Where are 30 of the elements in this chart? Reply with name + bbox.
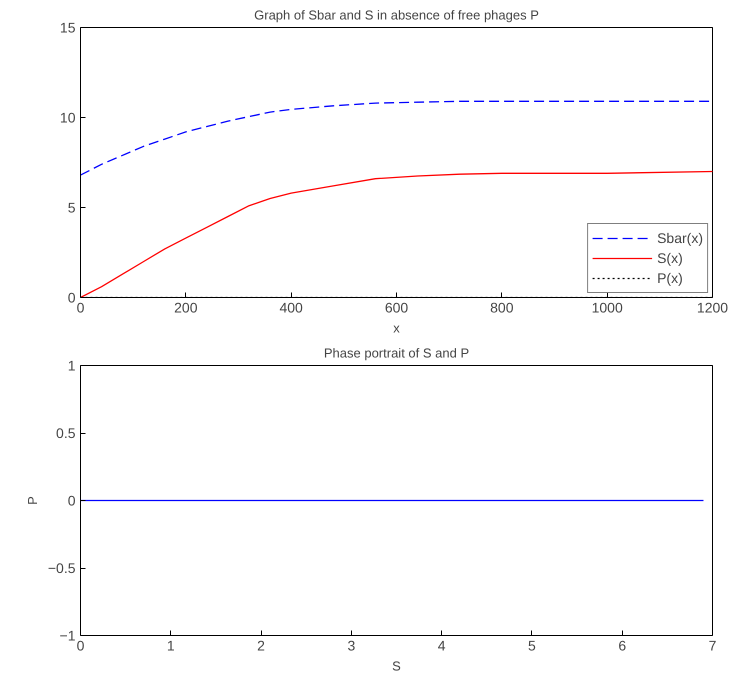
y-tick-label: 5	[68, 200, 76, 216]
y-tick-label: 1	[68, 358, 76, 374]
y-tick-label: −0.5	[48, 560, 76, 576]
x-tick-label: 1000	[592, 300, 623, 316]
x-axis-title: x	[393, 320, 400, 336]
y-tick-label: −1	[60, 628, 76, 644]
x-tick-label: 4	[438, 638, 446, 654]
chart-title: Phase portrait of S and P	[324, 346, 470, 360]
x-tick-label: 3	[347, 638, 356, 654]
y-tick-label: 10	[60, 110, 76, 126]
legend-label: S(x)	[657, 250, 683, 266]
x-tick-label: 800	[490, 300, 514, 316]
y-tick-label: 0.5	[56, 425, 76, 441]
y-tick-label: 15	[60, 20, 76, 36]
x-tick-label: 600	[384, 300, 408, 316]
y-tick-label: 0	[68, 290, 76, 306]
legend-label: Sbar(x)	[657, 230, 703, 246]
x-tick-label: 200	[174, 300, 198, 316]
x-tick-label: 1	[166, 638, 175, 654]
legend-label: P(x)	[657, 270, 683, 286]
x-tick-label: 400	[279, 300, 304, 316]
x-tick-label: 7	[708, 638, 717, 654]
y-tick-label: 0	[68, 492, 76, 508]
x-tick-label: 1200	[696, 300, 728, 316]
x-tick-label: 2	[257, 638, 266, 654]
x-axis-title: S	[392, 658, 402, 674]
x-tick-label: 5	[528, 638, 536, 654]
chart-title: Graph of Sbar and S in absence of free phages P	[254, 8, 539, 22]
y-axis-title: P	[24, 496, 40, 505]
x-tick-label: 6	[618, 638, 626, 654]
